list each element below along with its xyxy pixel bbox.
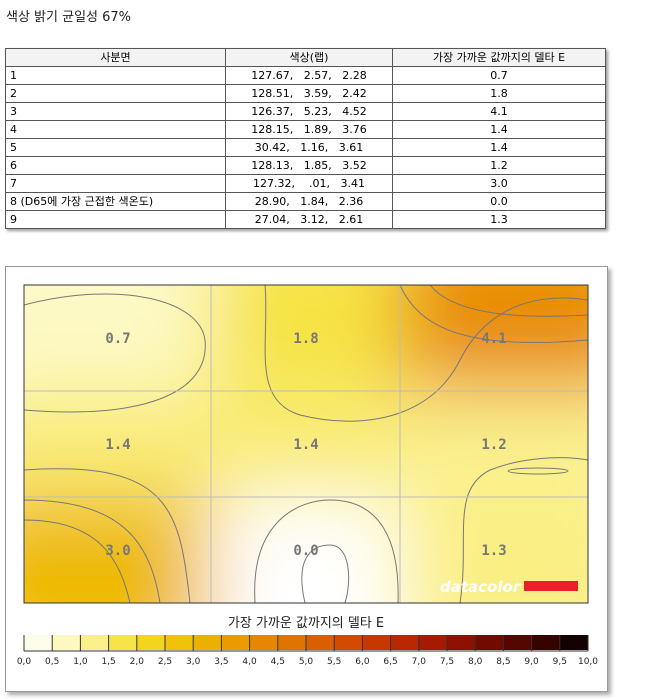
contours bbox=[24, 285, 588, 603]
legend-tick-label: 2,0 bbox=[130, 657, 145, 667]
table-cell: 127.32, .01, 3.41 bbox=[225, 174, 393, 193]
legend-tick-label: 0,0 bbox=[17, 657, 32, 667]
logo-bar bbox=[524, 581, 578, 591]
legend-tick-label: 7,5 bbox=[440, 657, 454, 667]
heat-cell bbox=[212, 391, 400, 497]
heat-cell bbox=[24, 497, 212, 603]
header-row: 사분면 색상(랩) 가장 가까운 값까지의 델타 E bbox=[5, 48, 606, 67]
legend-swatch bbox=[503, 635, 532, 650]
legend-tick-label: 7,0 bbox=[412, 657, 427, 667]
legend-tick-label: 8,5 bbox=[496, 657, 510, 667]
legend-swatch bbox=[362, 635, 391, 650]
logo: datacolor bbox=[440, 578, 522, 596]
cell-label: 0.7 bbox=[105, 331, 130, 347]
table-row: 4 128.15, 1.89, 3.76 1.4 bbox=[5, 120, 606, 139]
legend-tick-label: 5,0 bbox=[299, 657, 314, 667]
legend-swatch bbox=[277, 635, 306, 650]
legend-swatch bbox=[334, 635, 363, 650]
table-row: 6 128.13, 1.85, 3.52 1.2 bbox=[5, 156, 606, 175]
table-row: 5 30.42, 1.16, 3.61 1.4 bbox=[5, 138, 606, 157]
cell-label: 1.2 bbox=[481, 437, 506, 453]
legend-tick-label: 6,0 bbox=[355, 657, 370, 667]
legend-swatch bbox=[165, 635, 194, 650]
legend-swatch bbox=[52, 635, 81, 650]
legend-swatch bbox=[306, 635, 335, 650]
legend-title: 가장 가까운 값까지의 델타 E bbox=[228, 616, 384, 631]
table-cell: 128.51, 3.59, 2.42 bbox=[225, 84, 393, 103]
legend-tick-label: 4,5 bbox=[271, 657, 285, 667]
legend-swatch bbox=[559, 635, 588, 650]
cell-label: 3.0 bbox=[105, 543, 130, 559]
cell-label: 0.0 bbox=[293, 543, 318, 559]
heat-cell bbox=[24, 285, 212, 391]
legend-tick-label: 2,5 bbox=[158, 657, 172, 667]
table-cell: 30.42, 1.16, 3.61 bbox=[225, 138, 393, 157]
legend-tick-label: 9,0 bbox=[524, 657, 539, 667]
cell-label: 1.4 bbox=[105, 437, 130, 453]
legend-swatch bbox=[390, 635, 419, 650]
legend-tick-label: 5,5 bbox=[327, 657, 341, 667]
legend-swatch bbox=[531, 635, 560, 650]
column-header: 가장 가까운 값까지의 델타 E bbox=[392, 48, 606, 67]
heat-cell bbox=[212, 285, 400, 391]
table-row: 8 (D65에 가장 근접한 색온도) 28.90, 1.84, 2.36 0.0 bbox=[5, 192, 606, 211]
legend-tick-label: 6,5 bbox=[383, 657, 397, 667]
legend-swatch bbox=[221, 635, 250, 650]
table-cell: 126.37, 5.23, 4.52 bbox=[225, 102, 393, 121]
plot-frame bbox=[23, 284, 589, 604]
heat-fill bbox=[24, 285, 588, 603]
legend-swatch bbox=[136, 635, 165, 650]
column-header: 색상(랩) bbox=[225, 48, 393, 67]
cell-label: 1.3 bbox=[481, 543, 506, 559]
legend-swatch bbox=[80, 635, 109, 650]
table-cell: 1.3 bbox=[392, 210, 606, 229]
cell-label: 1.8 bbox=[293, 331, 318, 347]
heat-cell bbox=[212, 497, 400, 603]
legend-swatch bbox=[475, 635, 504, 650]
legend-swatch bbox=[249, 635, 278, 650]
legend-swatch bbox=[418, 635, 447, 650]
legend-swatch bbox=[108, 635, 137, 650]
table-cell: 27.04, 3.12, 2.61 bbox=[225, 210, 393, 229]
legend-tick-label: 8,0 bbox=[468, 657, 483, 667]
table-row: 7 127.32, .01, 3.41 3.0 bbox=[5, 174, 606, 193]
grid bbox=[24, 285, 588, 603]
legend-tick-label: 1,0 bbox=[73, 657, 88, 667]
legend-tick-label: 3,5 bbox=[214, 657, 228, 667]
legend-swatch bbox=[24, 635, 53, 650]
cell-label: 4.1 bbox=[481, 331, 506, 347]
legend-swatch bbox=[193, 635, 222, 650]
heat-cell bbox=[400, 285, 588, 391]
legend-tick-label: 0,5 bbox=[45, 657, 59, 667]
legend-tick-label: 1,5 bbox=[101, 657, 115, 667]
table-row: 9 27.04, 3.12, 2.61 1.3 bbox=[5, 210, 606, 229]
table-cell: 128.13, 1.85, 3.52 bbox=[225, 156, 393, 175]
legend-tick-label: 9,5 bbox=[553, 657, 567, 667]
legend-tick-label: 3,0 bbox=[186, 657, 201, 667]
legend-tick-label: 4,0 bbox=[242, 657, 257, 667]
table-row: 2 128.51, 3.59, 2.42 1.8 bbox=[5, 84, 606, 103]
heat-cell bbox=[400, 391, 588, 497]
page-title: 색상 밝기 균일성 67% bbox=[6, 10, 132, 25]
column-header: 사분면 bbox=[5, 48, 226, 67]
table-cell: 9 bbox=[5, 210, 226, 229]
legend-tick-label: 10,0 bbox=[578, 657, 598, 667]
cell-label: 1.4 bbox=[293, 437, 318, 453]
legend-swatch bbox=[447, 635, 476, 650]
data-table: 사분면 색상(랩) 가장 가까운 값까지의 델타 E 1 127.67, 2.57, 2… bbox=[5, 48, 606, 229]
